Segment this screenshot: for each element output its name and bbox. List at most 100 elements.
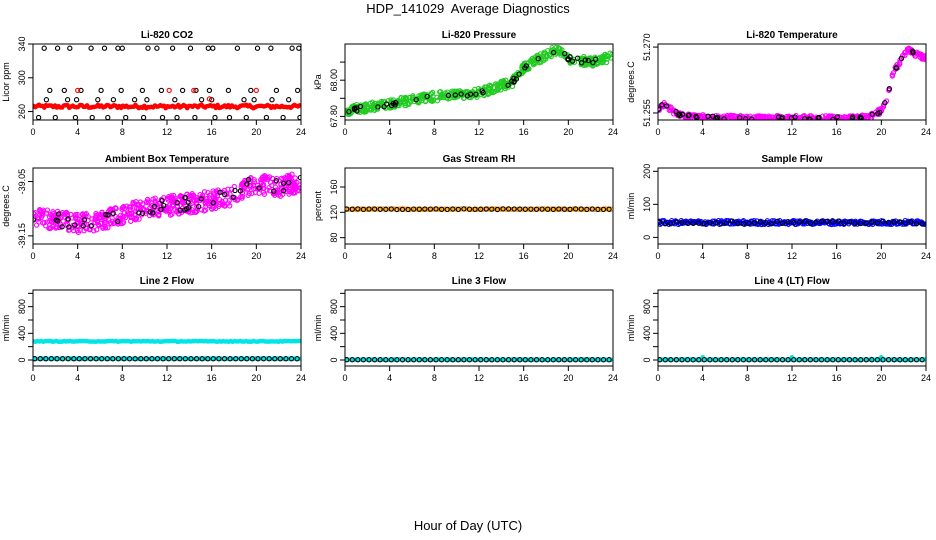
x-tick-label: 20 bbox=[876, 127, 886, 137]
data-point bbox=[834, 117, 840, 120]
data-point bbox=[869, 219, 875, 225]
data-point bbox=[292, 183, 299, 189]
data-point bbox=[278, 181, 284, 187]
data-point bbox=[668, 221, 674, 227]
data-point bbox=[592, 56, 599, 62]
data-point bbox=[511, 78, 517, 85]
data-point bbox=[422, 98, 429, 104]
data-point bbox=[600, 58, 607, 65]
data-point bbox=[533, 206, 540, 212]
data-point bbox=[363, 108, 370, 114]
chart-title: Li-820 Temperature bbox=[746, 30, 838, 41]
data-point bbox=[576, 206, 582, 212]
data-point bbox=[245, 177, 252, 183]
data-point bbox=[846, 219, 853, 225]
data-point bbox=[729, 218, 735, 224]
chart-panel: Line 3 Flow ml/min 0 4 8 12 16 20 24 0 400 800 bbox=[313, 276, 618, 383]
data-point bbox=[130, 201, 136, 207]
data-point bbox=[93, 356, 99, 362]
data-point bbox=[569, 58, 576, 64]
data-point bbox=[143, 356, 149, 362]
data-point bbox=[740, 357, 747, 363]
data-point bbox=[597, 206, 604, 213]
data-point bbox=[296, 45, 301, 51]
data-point bbox=[37, 356, 43, 362]
data-point bbox=[103, 212, 109, 218]
data-point bbox=[913, 221, 920, 227]
data-point bbox=[88, 45, 94, 51]
data-point bbox=[76, 356, 82, 362]
data-point bbox=[190, 192, 197, 199]
data-point bbox=[243, 114, 249, 120]
x-tick-label: 4 bbox=[75, 127, 80, 137]
data-point bbox=[280, 188, 287, 194]
data-point bbox=[77, 227, 83, 234]
x-tick-label: 8 bbox=[745, 251, 750, 261]
data-point bbox=[185, 199, 191, 205]
data-point bbox=[913, 357, 920, 363]
data-point bbox=[746, 357, 752, 363]
data-point bbox=[95, 212, 101, 218]
data-point bbox=[286, 97, 292, 103]
x-tick-label: 8 bbox=[120, 127, 125, 137]
data-point bbox=[375, 206, 381, 212]
data-point bbox=[156, 213, 162, 219]
data-point bbox=[438, 357, 445, 363]
data-point bbox=[441, 94, 447, 101]
data-point bbox=[72, 222, 78, 228]
data-point bbox=[286, 179, 292, 186]
points-layer bbox=[658, 45, 926, 120]
data-point bbox=[797, 118, 803, 120]
data-point bbox=[779, 220, 786, 226]
data-point bbox=[587, 206, 593, 212]
data-point bbox=[779, 114, 785, 120]
data-point bbox=[840, 115, 846, 120]
data-point bbox=[919, 221, 925, 227]
data-point bbox=[39, 213, 45, 219]
data-point bbox=[578, 60, 585, 66]
x-tick-label: 20 bbox=[563, 127, 573, 137]
data-point bbox=[140, 114, 147, 120]
data-point bbox=[461, 357, 467, 363]
data-point bbox=[194, 204, 200, 210]
data-point bbox=[824, 218, 830, 225]
data-point bbox=[658, 219, 663, 225]
data-point bbox=[238, 356, 244, 362]
data-point bbox=[174, 114, 180, 120]
x-tick-label: 24 bbox=[608, 373, 618, 383]
x-tick-label: 12 bbox=[474, 251, 484, 261]
x-tick-label: 16 bbox=[207, 127, 217, 137]
data-point bbox=[415, 96, 422, 102]
x-tick-label: 16 bbox=[207, 251, 217, 261]
x-tick-label: 8 bbox=[432, 373, 437, 383]
data-point bbox=[416, 206, 422, 212]
data-point bbox=[143, 199, 149, 205]
y-axis-label: Licor ppm bbox=[1, 62, 11, 102]
data-point bbox=[536, 206, 542, 212]
data-point bbox=[159, 114, 166, 120]
data-point bbox=[225, 200, 231, 206]
data-point bbox=[139, 87, 146, 94]
data-point bbox=[796, 357, 802, 363]
data-point bbox=[525, 206, 531, 212]
data-point bbox=[452, 92, 458, 98]
data-point bbox=[523, 63, 529, 69]
data-point bbox=[897, 357, 903, 363]
data-point bbox=[578, 357, 584, 363]
data-point bbox=[88, 223, 94, 229]
data-point bbox=[505, 357, 512, 363]
data-point bbox=[592, 206, 598, 213]
data-point bbox=[147, 209, 153, 215]
data-point bbox=[813, 357, 819, 363]
data-point bbox=[58, 214, 64, 220]
data-point bbox=[193, 356, 200, 362]
data-point bbox=[161, 202, 167, 209]
data-point bbox=[403, 95, 409, 101]
data-point bbox=[138, 356, 144, 362]
data-point bbox=[535, 55, 541, 62]
data-point bbox=[59, 356, 66, 362]
data-point bbox=[123, 114, 129, 120]
x-tick-label: 4 bbox=[700, 373, 705, 383]
x-tick-label: 4 bbox=[387, 251, 392, 261]
y-tick-label: 120 bbox=[329, 205, 339, 220]
